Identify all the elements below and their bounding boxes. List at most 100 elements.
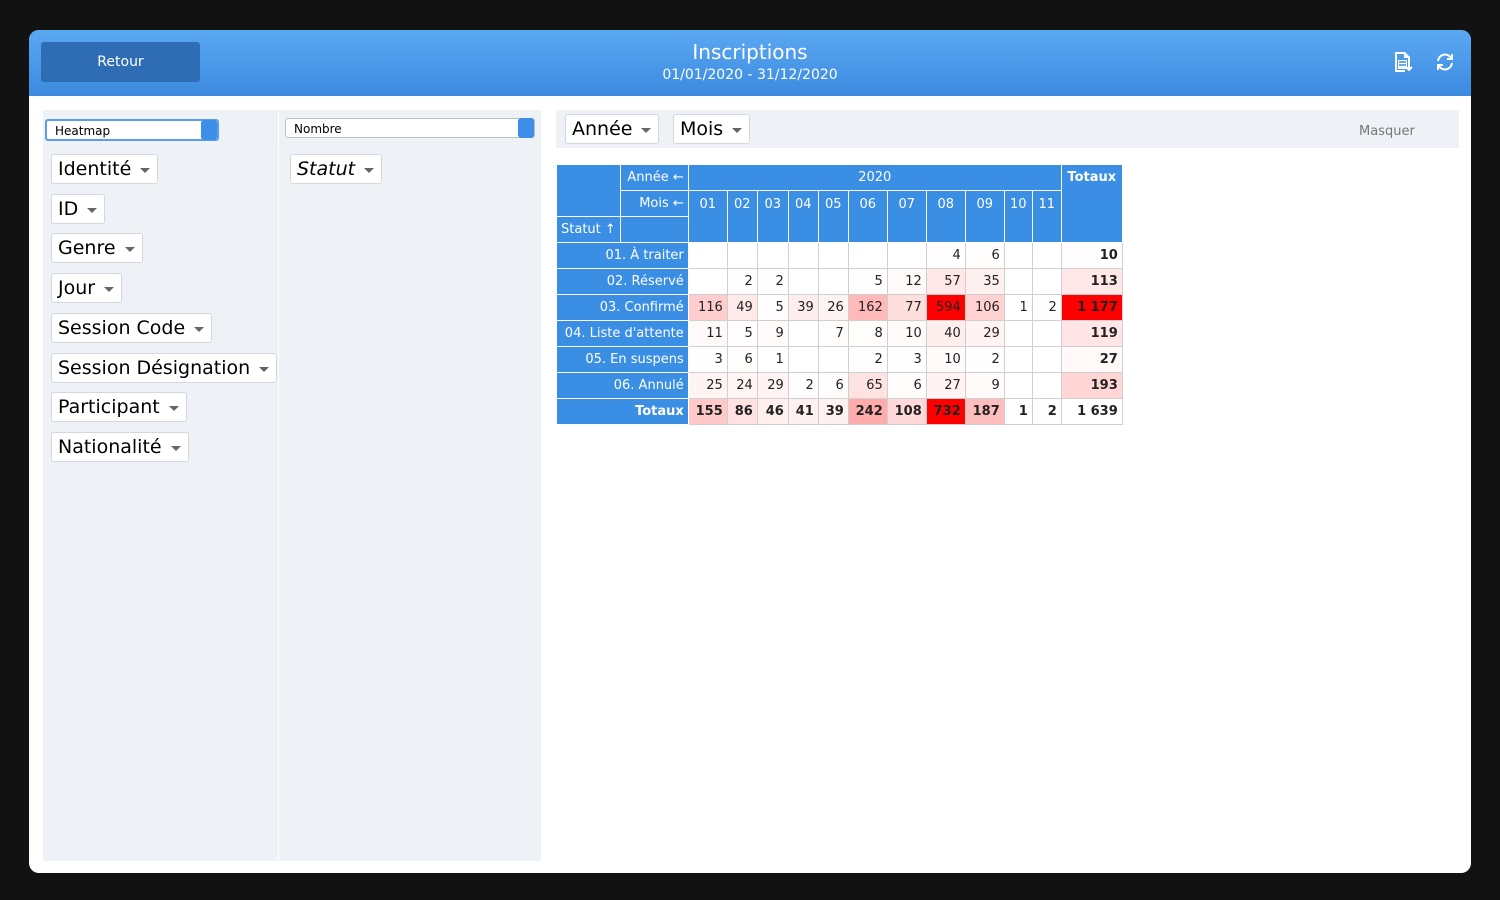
value-cell xyxy=(1031,242,1062,269)
value-cell: 10 xyxy=(925,346,966,373)
month-header: 10 xyxy=(1003,190,1033,243)
value-cell: 5 xyxy=(756,294,789,321)
field-pill[interactable]: Session Désignation xyxy=(51,352,278,383)
value-cell xyxy=(787,320,819,347)
value-cell xyxy=(787,346,819,373)
value-cell: 39 xyxy=(787,294,819,321)
month-header: 09 xyxy=(964,190,1005,243)
header-row: Mois ← 01 02 03 04 05 06 07 08 09 10 11 xyxy=(557,190,1123,243)
value-cell xyxy=(1031,372,1062,399)
totals-header: Totaux xyxy=(1060,164,1123,243)
hide-link[interactable]: Masquer xyxy=(1359,124,1415,139)
export-icon[interactable] xyxy=(1392,50,1414,74)
value-cell: 2 xyxy=(756,268,789,295)
value-cell: 6 xyxy=(817,372,849,399)
field-pill[interactable]: Statut xyxy=(290,154,383,184)
month-header: 07 xyxy=(886,190,927,243)
data-row: 06. Annulé 25 24 29 2 6 65 6 27 9 193 xyxy=(556,372,1123,399)
value-cell xyxy=(787,268,819,295)
row-total: 10 xyxy=(1060,242,1123,269)
month-header: 06 xyxy=(847,190,888,243)
month-header: 04 xyxy=(787,190,819,243)
column-total: 1 xyxy=(1003,398,1033,425)
field-pill[interactable]: Genre xyxy=(51,233,143,264)
value-cell: 35 xyxy=(964,268,1005,295)
corner-cell xyxy=(619,216,689,243)
value-cell xyxy=(1003,372,1033,399)
field-pill[interactable]: Nationalité xyxy=(51,431,189,462)
refresh-icon[interactable] xyxy=(1434,51,1456,73)
value-cell: 26 xyxy=(817,294,849,321)
select-arrow xyxy=(201,120,217,140)
value-cell: 9 xyxy=(964,372,1005,399)
value-cell xyxy=(1031,320,1062,347)
row-total: 113 xyxy=(1060,268,1123,295)
col-axis-label: Année ← xyxy=(619,164,689,191)
month-header: 03 xyxy=(756,190,789,243)
totals-row: Totaux 155 86 46 41 39 242 108 732 187 1 2 1 639 xyxy=(556,398,1123,425)
year-header: 2020 xyxy=(687,164,1062,191)
column-total: 39 xyxy=(817,398,849,425)
field-pill[interactable]: Jour xyxy=(51,273,123,304)
value-cell xyxy=(847,242,888,269)
data-row: 02. Réservé 2 2 5 12 57 35 113 xyxy=(556,268,1123,295)
value-cell: 1 xyxy=(1003,294,1033,321)
field-pill[interactable]: Année xyxy=(565,114,660,144)
month-header: 08 xyxy=(925,190,966,243)
row-header: Totaux xyxy=(556,398,689,425)
data-row: 03. Confirmé 116 49 5 39 26 162 77 594 106 1 2 1 177 xyxy=(556,294,1123,321)
field-pill[interactable]: Participant xyxy=(51,392,187,423)
aggregator-select[interactable]: Nombre xyxy=(285,118,535,138)
value-cell xyxy=(817,242,849,269)
value-cell xyxy=(687,242,728,269)
value-cell: 9 xyxy=(756,320,789,347)
column-total: 187 xyxy=(964,398,1005,425)
aggregator: Nombre xyxy=(294,122,342,136)
back-button[interactable]: Retour xyxy=(41,42,200,82)
date-range: 01/01/2020 - 31/12/2020 xyxy=(662,67,838,83)
value-cell: 49 xyxy=(726,294,758,321)
month-header: 11 xyxy=(1031,190,1062,243)
value-cell: 2 xyxy=(847,346,888,373)
value-cell: 10 xyxy=(886,320,927,347)
row-header: 01. À traiter xyxy=(556,242,689,269)
corner-cell xyxy=(556,164,621,217)
column-total: 86 xyxy=(726,398,758,425)
value-cell: 24 xyxy=(726,372,758,399)
pivot-table: Année ← 2020 Totaux Mois ← 01 02 03 04 05 06 07 08 0… xyxy=(556,164,1123,425)
data-row: 04. Liste d'attente 11 5 9 7 8 10 40 29 119 xyxy=(556,320,1123,347)
value-cell: 106 xyxy=(964,294,1005,321)
field-pill[interactable]: Mois xyxy=(673,114,751,144)
value-cell: 65 xyxy=(847,372,888,399)
row-header: 03. Confirmé xyxy=(556,294,689,321)
row-header: 05. En suspens xyxy=(556,346,689,373)
value-cell: 8 xyxy=(847,320,888,347)
value-cell: 40 xyxy=(925,320,966,347)
value-cell xyxy=(787,242,819,269)
select-arrow xyxy=(518,118,534,138)
field-pill[interactable]: Identité xyxy=(51,154,159,184)
field-pill[interactable]: Session Code xyxy=(51,312,213,343)
row-total: 1 177 xyxy=(1060,294,1123,321)
header-row: Année ← 2020 Totaux xyxy=(556,164,1123,243)
month-header: 02 xyxy=(726,190,758,243)
value-cell: 5 xyxy=(847,268,888,295)
value-cell xyxy=(1003,320,1033,347)
field-pill[interactable]: ID xyxy=(51,193,106,224)
value-cell xyxy=(687,268,728,295)
renderer: Heatmap xyxy=(55,124,111,138)
col-axis-label: Mois ← xyxy=(619,190,689,217)
column-total: 242 xyxy=(847,398,888,425)
value-cell: 11 xyxy=(687,320,728,347)
value-cell xyxy=(1003,268,1033,295)
value-cell xyxy=(817,346,849,373)
column-total: 108 xyxy=(886,398,927,425)
value-cell: 116 xyxy=(687,294,728,321)
value-cell xyxy=(1003,242,1033,269)
value-cell: 2 xyxy=(726,268,758,295)
renderer-select[interactable]: Heatmap xyxy=(45,119,219,141)
value-cell xyxy=(886,242,927,269)
value-cell xyxy=(1031,346,1062,373)
value-cell: 1 xyxy=(756,346,789,373)
